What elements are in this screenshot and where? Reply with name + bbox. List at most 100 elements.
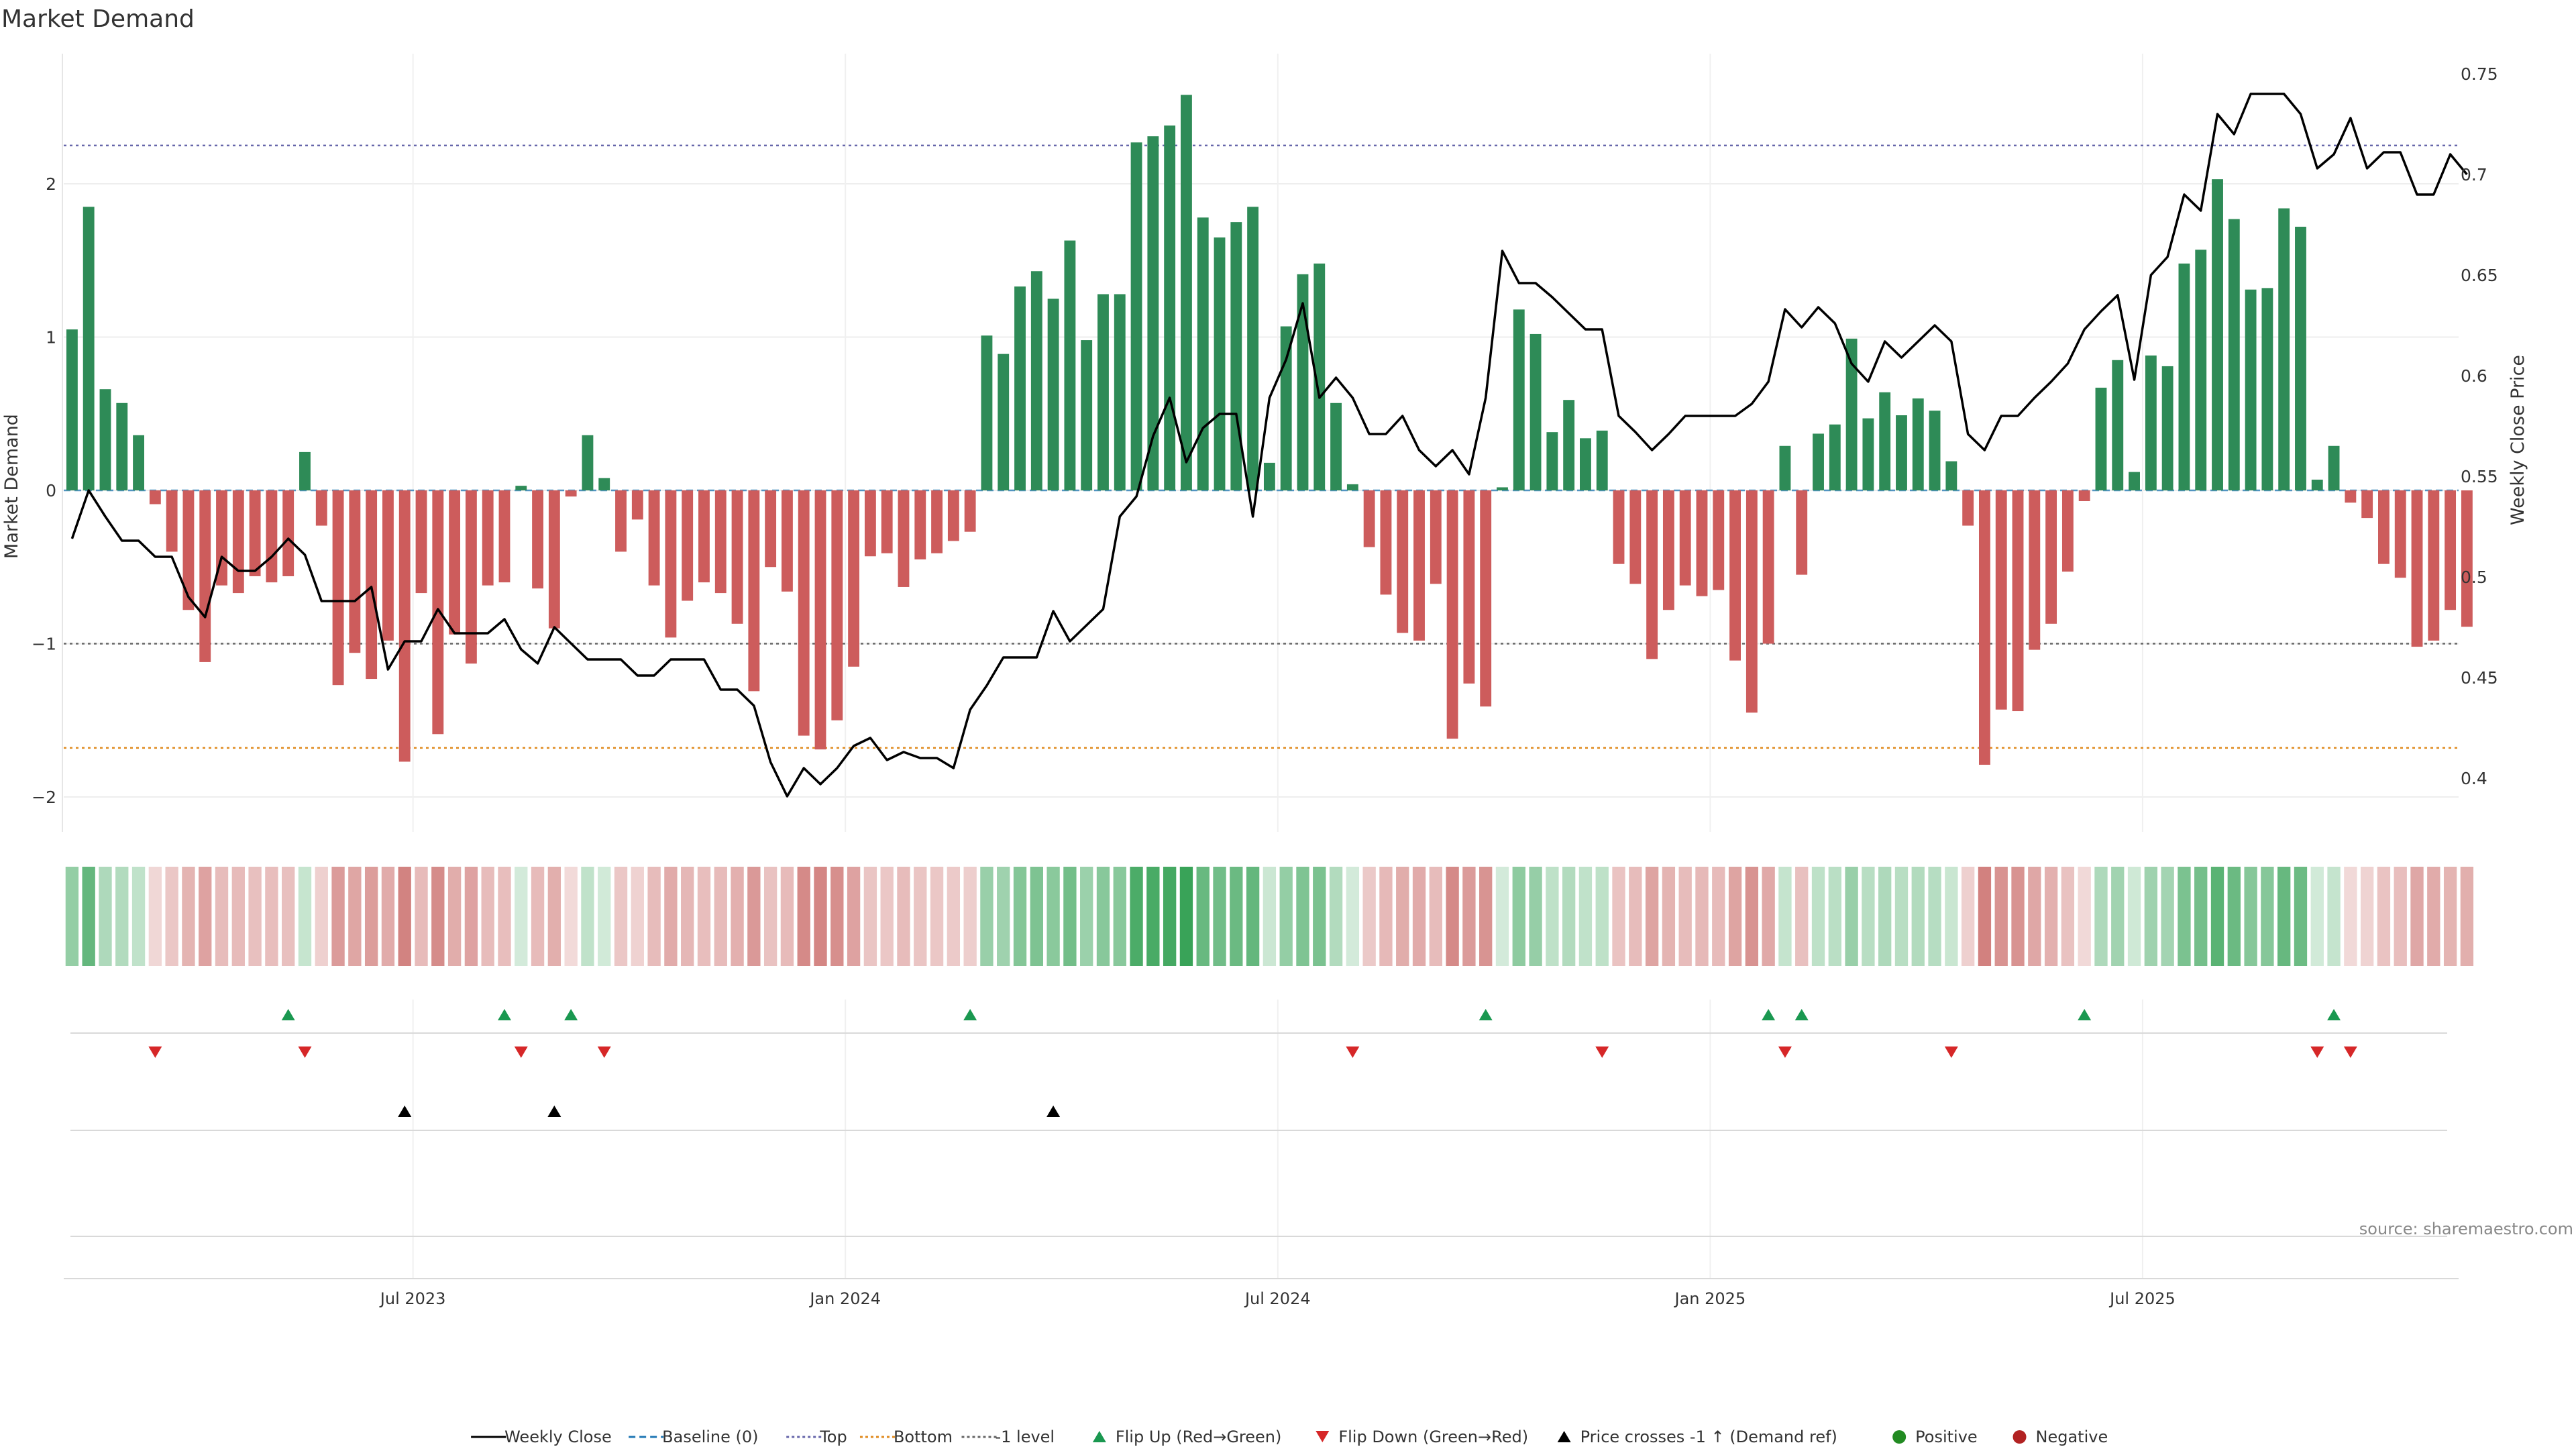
demand-bar (366, 490, 378, 680)
legend-top-label: Top (819, 1428, 847, 1446)
legend-bottom: Bottom (859, 1428, 953, 1446)
demand-bar (2278, 208, 2290, 490)
demand-bar (1230, 222, 1242, 490)
heat-cell (2344, 867, 2357, 966)
demand-bar (2145, 355, 2157, 490)
demand-bar (2212, 179, 2223, 490)
demand-bar (2061, 490, 2074, 572)
demand-bar (2311, 480, 2323, 490)
heat-cell (348, 867, 362, 966)
demand-bar (116, 402, 128, 490)
demand-bar (1813, 433, 1824, 490)
demand-bar (2411, 490, 2423, 647)
heat-cell (248, 867, 262, 966)
heat-cell (1911, 867, 1925, 966)
heat-cell (364, 867, 378, 966)
heat-cell (2394, 867, 2407, 966)
heat-cell (2028, 867, 2041, 966)
heat-cell (1479, 867, 1493, 966)
flip-down-marker (2343, 1046, 2357, 1058)
legend-baseline-label: Baseline (0) (662, 1428, 758, 1446)
demand-bar (1596, 430, 1608, 490)
heat-cell (531, 867, 545, 966)
demand-bar (2029, 490, 2041, 650)
legend-flip-down-swatch (1316, 1431, 1330, 1442)
demand-bar (1845, 338, 1858, 490)
demand-bar (449, 490, 461, 635)
demand-bar (1214, 237, 1226, 490)
heat-cell (1662, 867, 1676, 966)
heat-cell (863, 867, 877, 966)
demand-bar (2295, 226, 2306, 490)
heat-cell (1046, 867, 1060, 966)
x-tick-label: Jul 2025 (2108, 1289, 2176, 1308)
demand-bar (166, 490, 178, 552)
demand-bar (2195, 250, 2207, 490)
demand-bar (1497, 487, 1508, 490)
heat-cell (481, 867, 494, 966)
legend-bottom-label: Bottom (894, 1428, 953, 1446)
heat-cell (564, 867, 578, 966)
flip-up-marker (1479, 1009, 1493, 1020)
demand-bar (482, 490, 494, 586)
demand-bar (232, 490, 244, 594)
heat-cell (1961, 867, 1975, 966)
heat-cell (814, 867, 827, 966)
heat-cell (1495, 867, 1509, 966)
heat-cell (2377, 867, 2391, 966)
heat-cell (697, 867, 711, 966)
heat-cell (515, 867, 528, 966)
demand-bar (1147, 136, 1159, 491)
demand-bar (1580, 438, 1591, 490)
heat-cell (1512, 867, 1525, 966)
demand-bar (2445, 490, 2457, 610)
demand-bar (1197, 217, 1209, 490)
demand-bar (1346, 484, 1358, 490)
price-cross-marker (398, 1106, 412, 1117)
demand-bar (848, 490, 860, 667)
y-tick-label: 1 (46, 328, 56, 347)
demand-bar (548, 490, 560, 629)
heat-cell (780, 867, 794, 966)
demand-bar (216, 490, 227, 586)
demand-bar (2261, 288, 2273, 490)
demand-bar (2361, 490, 2373, 519)
demand-bar (1629, 490, 1642, 584)
demand-bar (1779, 445, 1791, 490)
demand-bar (1081, 340, 1093, 490)
heat-cell (1230, 867, 1243, 966)
heat-cell (1745, 867, 1759, 966)
legend-minus-one-label: -1 level (995, 1428, 1055, 1446)
legend-price-cross-swatch (1557, 1431, 1571, 1442)
flip-down-marker (1778, 1046, 1792, 1058)
demand-bar (2129, 472, 2140, 490)
heat-cell (99, 867, 112, 966)
demand-bar (1064, 240, 1076, 490)
heat-cell (847, 867, 861, 966)
heat-cell (1862, 867, 1875, 966)
heat-cell (797, 867, 810, 966)
heat-cell (1728, 867, 1742, 966)
heat-cell (331, 867, 345, 966)
heat-cell (1678, 867, 1692, 966)
demand-bar (133, 435, 144, 490)
demand-bar (1513, 309, 1525, 490)
heat-cell (1778, 867, 1792, 966)
demand-bar (2012, 490, 2024, 712)
heat-cell (1595, 867, 1609, 966)
demand-bar (765, 490, 777, 568)
heat-cell (581, 867, 594, 966)
demand-bar (665, 490, 677, 638)
demand-bar (199, 490, 211, 662)
heat-cell (2244, 867, 2257, 966)
demand-bar (266, 490, 278, 583)
heat-cell (398, 867, 411, 966)
demand-bar (731, 490, 743, 624)
heat-cell (2460, 867, 2474, 966)
demand-bar (947, 490, 959, 541)
demand-bar (1430, 490, 1442, 584)
flip-up-marker (2327, 1009, 2341, 1020)
heat-cell (2161, 867, 2174, 966)
demand-bar (2245, 289, 2257, 490)
demand-bar (2228, 219, 2240, 490)
